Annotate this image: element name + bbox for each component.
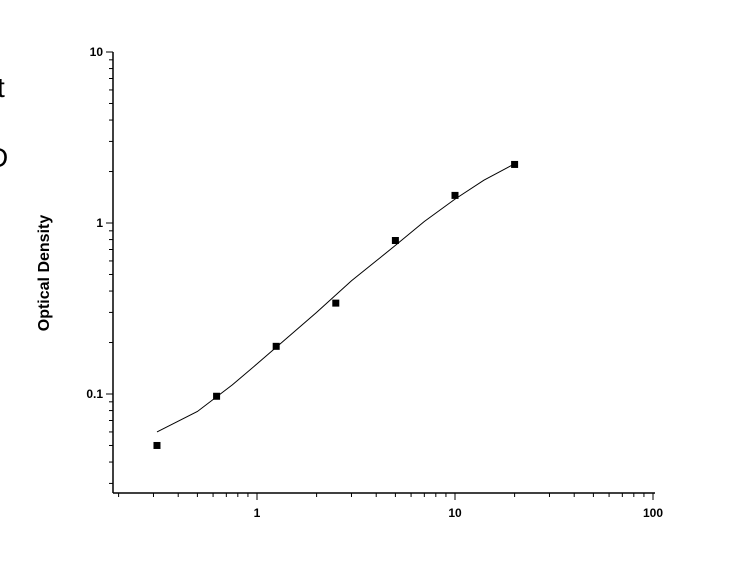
data-point: [391, 237, 399, 245]
fit-curve: [156, 163, 515, 433]
x-tick-label: 1: [254, 506, 261, 520]
data-point: [272, 342, 280, 350]
edge-text-bottom: D: [0, 142, 8, 173]
y-tick-label: 10: [90, 45, 104, 59]
data-points: [153, 160, 519, 449]
axes: [112, 52, 655, 494]
data-point: [153, 441, 161, 449]
y-axis-label: Optical Density: [36, 215, 53, 332]
y-tick-labels: 0.1 1 10: [86, 45, 103, 401]
y-tick-label: 1: [96, 216, 103, 230]
edge-text-group: t D: [0, 72, 8, 173]
data-point: [332, 299, 340, 307]
x-tick-labels: 1 10 100: [254, 506, 664, 520]
data-point: [213, 392, 221, 400]
y-tick-label: 0.1: [86, 387, 103, 401]
x-tick-label: 100: [643, 506, 663, 520]
x-ticks: [118, 493, 654, 500]
edge-text-top: t: [0, 72, 5, 103]
x-tick-label: 10: [448, 506, 462, 520]
data-point: [451, 191, 459, 199]
data-point: [511, 160, 519, 168]
y-ticks: [106, 51, 113, 484]
